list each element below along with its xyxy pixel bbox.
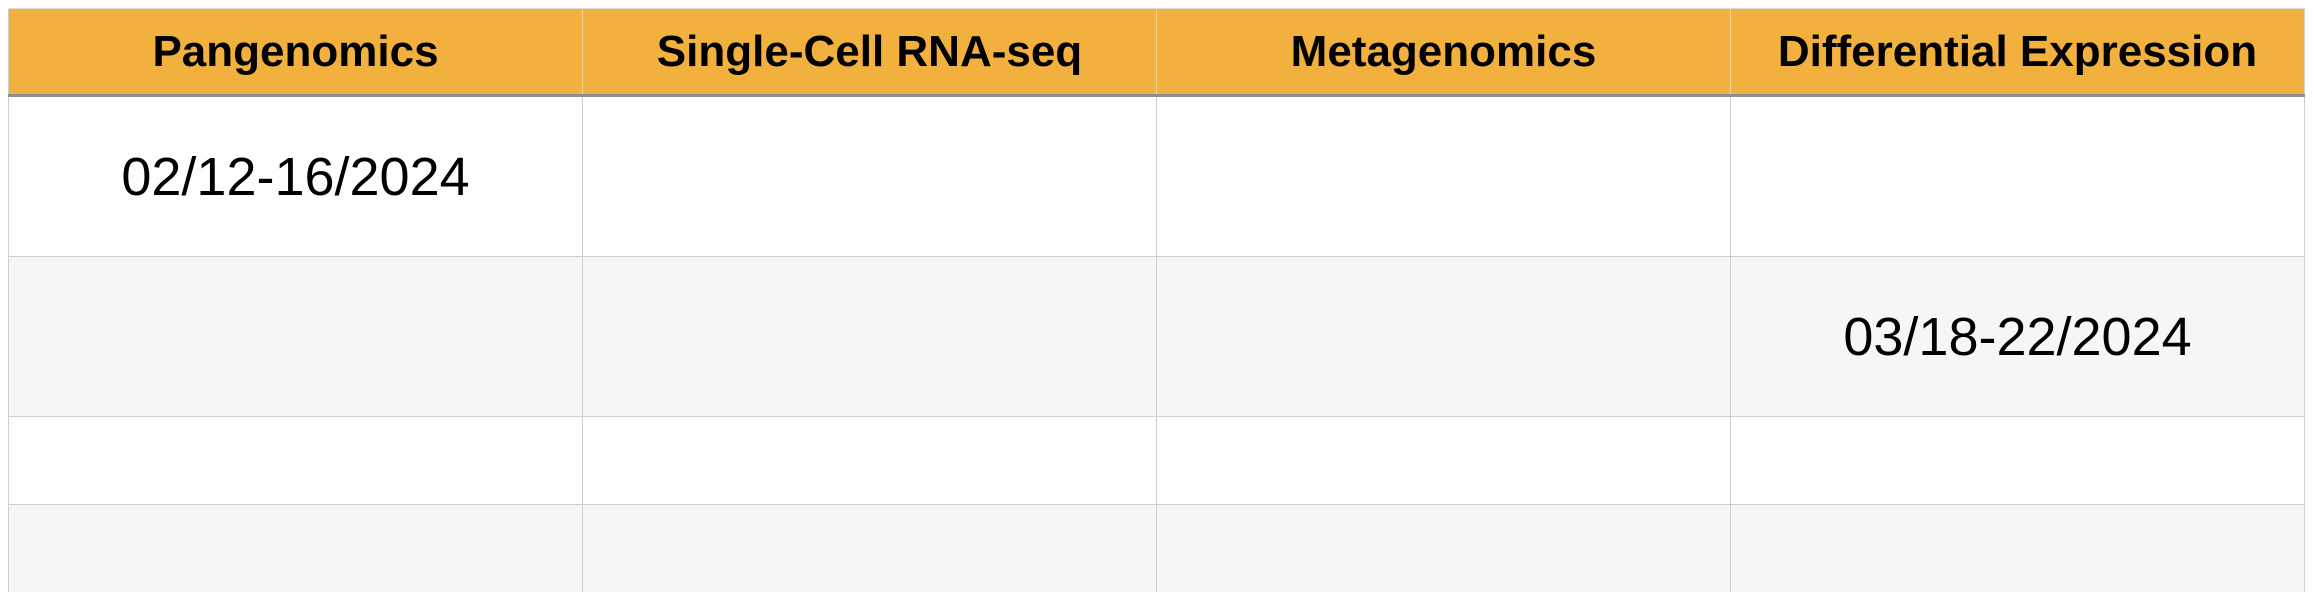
table-cell[interactable]: 03/18-22/2024 [1730, 256, 2305, 417]
schedule-table: Pangenomics Single-Cell RNA-seq Metageno… [8, 8, 2305, 592]
column-header-metagenomics: Metagenomics [1156, 8, 1731, 97]
table-cell[interactable]: 02/12-16/2024 [8, 95, 583, 257]
table-header: Pangenomics Single-Cell RNA-seq Metageno… [8, 8, 2305, 97]
table-row: 02/12-16/2024 [8, 95, 2305, 257]
table-row [8, 416, 2305, 505]
table-cell[interactable] [1730, 95, 2305, 257]
table-row: 03/18-22/2024 [8, 256, 2305, 417]
table-cell[interactable] [1156, 256, 1731, 417]
column-header-single-cell-rna-seq: Single-Cell RNA-seq [582, 8, 1157, 97]
table-row [8, 504, 2305, 592]
column-header-pangenomics: Pangenomics [8, 8, 583, 97]
table-cell[interactable] [1730, 416, 2305, 505]
table-cell[interactable] [8, 504, 583, 592]
table-cell[interactable] [8, 416, 583, 505]
table-cell[interactable] [1156, 504, 1731, 592]
table-cell[interactable] [582, 504, 1157, 592]
column-header-differential-expression: Differential Expression [1730, 8, 2305, 97]
table-cell[interactable] [582, 416, 1157, 505]
header-row: Pangenomics Single-Cell RNA-seq Metageno… [8, 8, 2305, 97]
table-cell[interactable] [1156, 95, 1731, 257]
table-cell[interactable] [582, 256, 1157, 417]
table-cell[interactable] [1156, 416, 1731, 505]
table-cell[interactable] [582, 95, 1157, 257]
table-body: 02/12-16/2024 03/18-22/2024 [8, 95, 2305, 592]
table-cell[interactable] [1730, 504, 2305, 592]
table-cell[interactable] [8, 256, 583, 417]
